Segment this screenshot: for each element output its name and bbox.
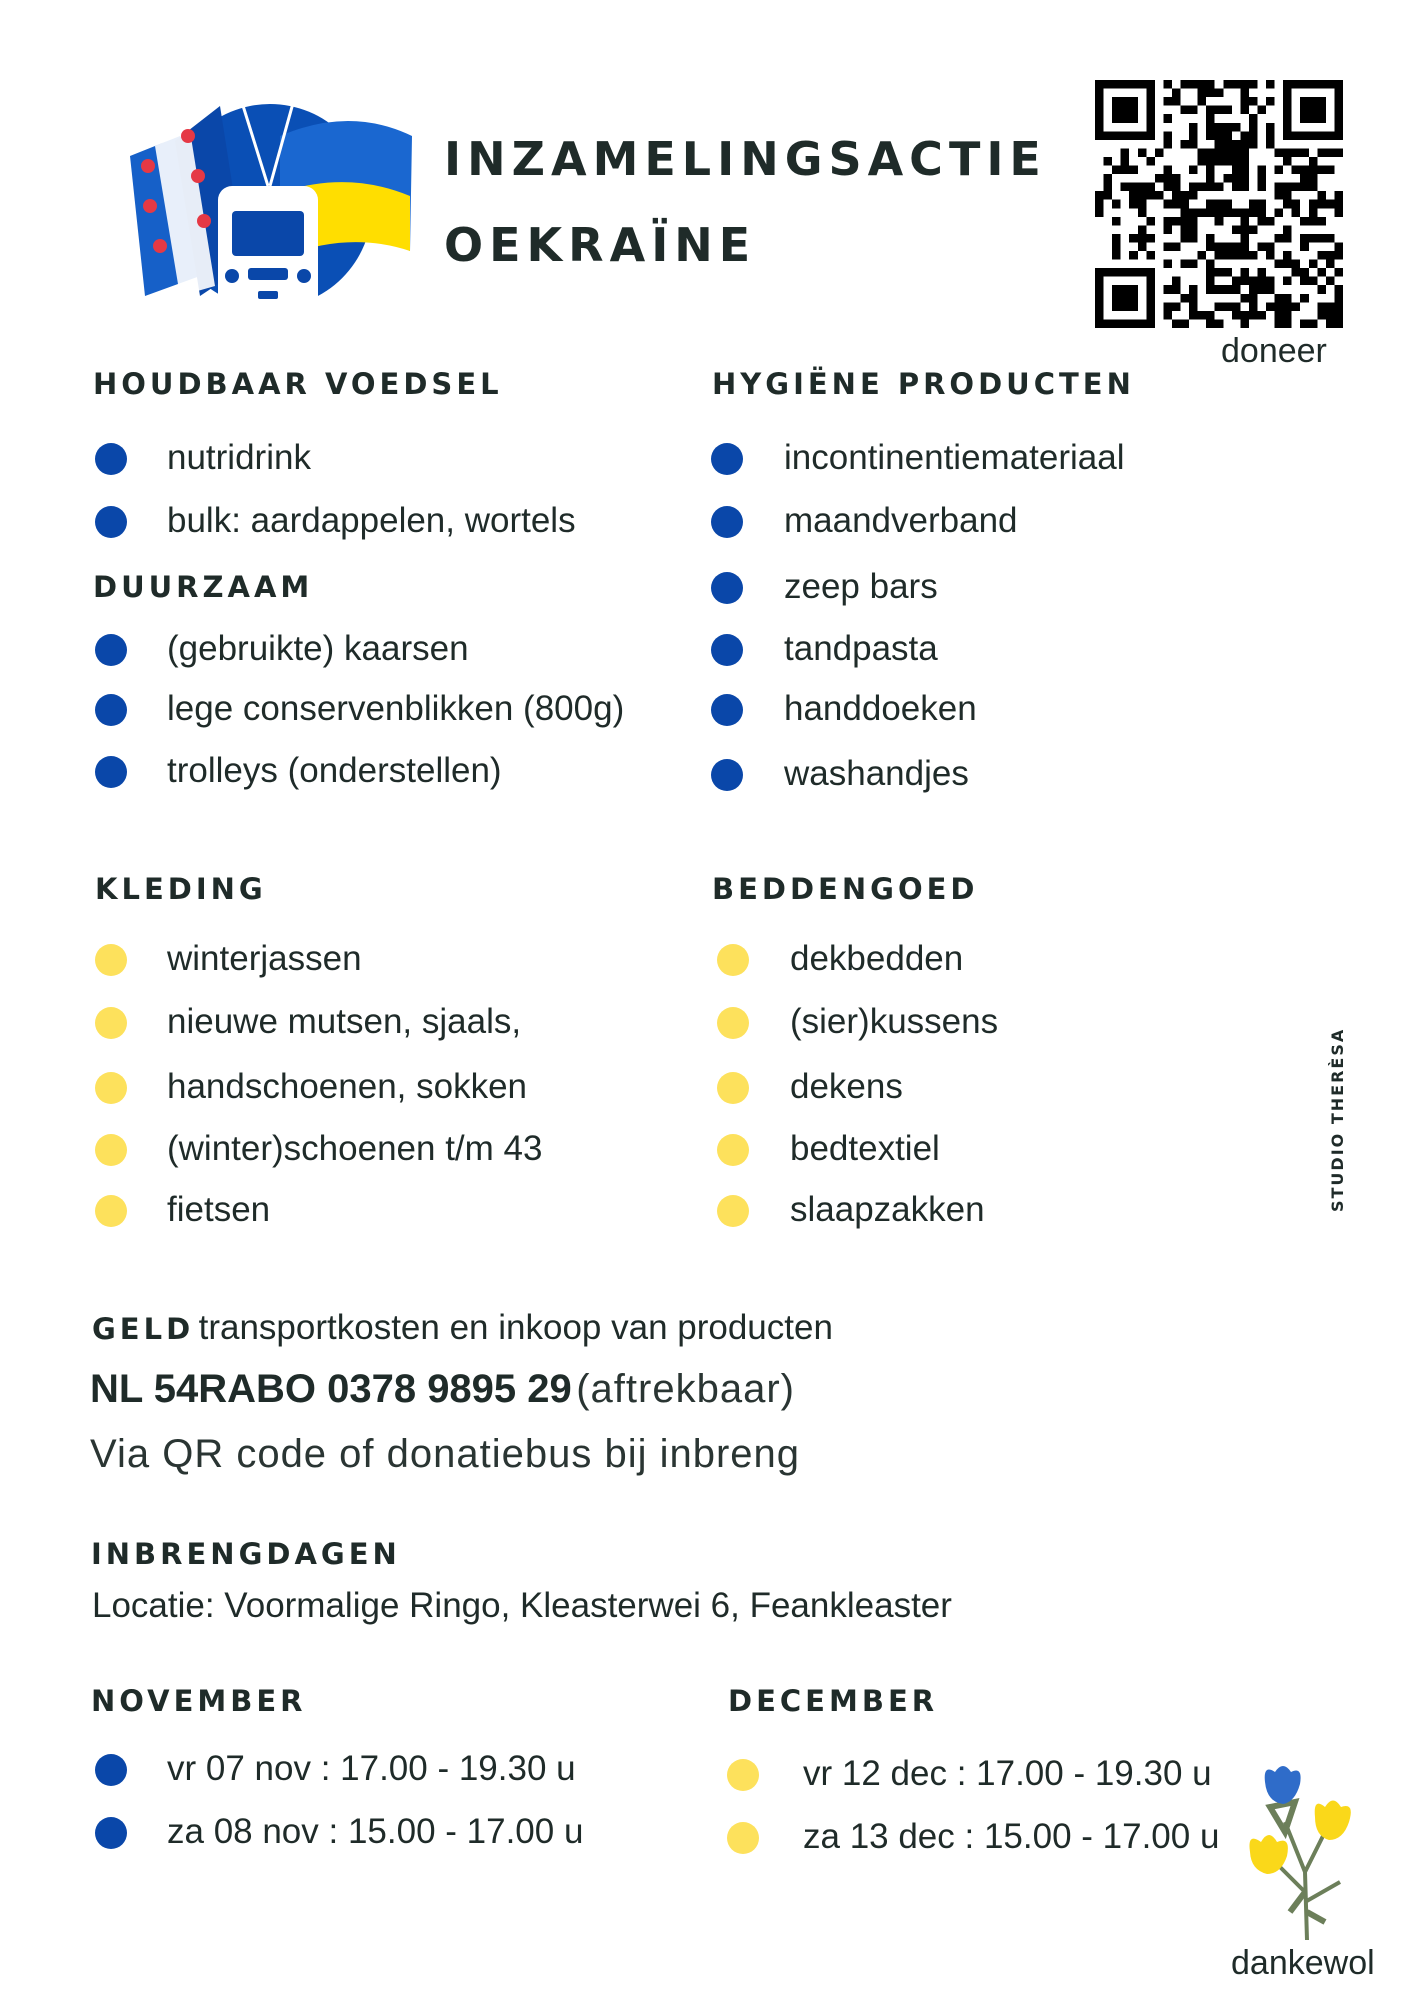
heading-december: DECEMBER xyxy=(728,1684,939,1718)
thanks-text: dankewol xyxy=(1231,1944,1375,1982)
yellow-bullet-icon xyxy=(727,1822,759,1854)
november-item: vr 07 nov : 17.00 - 19.30 u xyxy=(167,1749,576,1788)
yellow-bullet-icon xyxy=(727,1759,759,1791)
beddengoed-item: dekbedden xyxy=(790,939,964,978)
december-item: vr 12 dec : 17.00 - 19.30 u xyxy=(803,1754,1212,1793)
heading-hygiene-producten: HYGIËNE PRODUCTEN xyxy=(712,367,1135,401)
iban[interactable]: NL 54RABO 0378 9895 29 xyxy=(90,1367,572,1411)
heading-houdbaar-voedsel: HOUDBAAR VOEDSEL xyxy=(93,367,503,401)
location-text: Locatie: Voormalige Ringo, Kleasterwei 6… xyxy=(92,1586,952,1625)
blue-bullet-icon xyxy=(711,634,743,666)
duurzaam-item: (gebruikte) kaarsen xyxy=(167,629,469,668)
hygiene-item: tandpasta xyxy=(784,629,938,668)
via-text: Via QR code of donatiebus bij inbreng xyxy=(90,1432,801,1476)
yellow-bullet-icon xyxy=(95,944,127,976)
blue-bullet-icon xyxy=(95,1754,127,1786)
title-line-1: INZAMELINGSACTIE xyxy=(444,132,1047,186)
qr-label: doneer xyxy=(1221,332,1327,370)
heading-duurzaam: DUURZAAM xyxy=(93,570,314,604)
beddengoed-item: slaapzakken xyxy=(790,1190,985,1229)
blue-bullet-icon xyxy=(711,506,743,538)
hygiene-item: maandverband xyxy=(784,501,1018,540)
geld-description: transportkosten en inkoop van producten xyxy=(198,1308,833,1347)
geld-line: GELD transportkosten en inkoop van produ… xyxy=(92,1310,833,1345)
yellow-bullet-icon xyxy=(95,1195,127,1227)
yellow-bullet-icon xyxy=(717,1072,749,1104)
blue-bullet-icon xyxy=(95,443,127,475)
kleding-item: winterjassen xyxy=(167,939,362,978)
beddengoed-item: (sier)kussens xyxy=(790,1002,999,1041)
kleding-item: fietsen xyxy=(167,1190,271,1229)
heading-geld: GELD xyxy=(92,1312,195,1346)
november-item: za 08 nov : 15.00 - 17.00 u xyxy=(167,1812,584,1851)
houdbaar-item: nutridrink xyxy=(167,438,311,477)
yellow-bullet-icon xyxy=(95,1072,127,1104)
logo-truck-flags xyxy=(130,96,412,311)
yellow-bullet-icon xyxy=(717,944,749,976)
duurzaam-item: trolleys (onderstellen) xyxy=(167,751,502,790)
december-item: za 13 dec : 15.00 - 17.00 u xyxy=(803,1817,1220,1856)
blue-bullet-icon xyxy=(95,506,127,538)
blue-bullet-icon xyxy=(711,572,743,604)
kleding-item: nieuwe mutsen, sjaals, xyxy=(167,1002,522,1041)
blue-bullet-icon xyxy=(95,634,127,666)
hygiene-item: incontinentiemateriaal xyxy=(784,438,1125,477)
houdbaar-item: bulk: aardappelen, wortels xyxy=(167,501,576,540)
kleding-item: handschoenen, sokken xyxy=(167,1067,527,1106)
blue-bullet-icon xyxy=(711,694,743,726)
blue-bullet-icon xyxy=(95,756,127,788)
yellow-bullet-icon xyxy=(95,1007,127,1039)
blue-bullet-icon xyxy=(711,443,743,475)
hygiene-item: washandjes xyxy=(784,754,969,793)
blue-bullet-icon xyxy=(95,1817,127,1849)
yellow-bullet-icon xyxy=(717,1007,749,1039)
yellow-bullet-icon xyxy=(717,1134,749,1166)
blue-bullet-icon xyxy=(711,759,743,791)
heading-kleding: KLEDING xyxy=(95,872,267,906)
beddengoed-item: bedtextiel xyxy=(790,1129,940,1168)
blue-bullet-icon xyxy=(95,694,127,726)
beddengoed-item: dekens xyxy=(790,1067,903,1106)
studio-credit: STUDIO THERÈSA xyxy=(1328,1027,1347,1212)
qr-code[interactable] xyxy=(1095,80,1343,328)
flower-illustration xyxy=(1249,1766,1351,1941)
heading-inbrengdagen: INBRENGDAGEN xyxy=(91,1537,401,1571)
iban-line: NL 54RABO 0378 9895 29 (aftrekbaar) xyxy=(90,1369,795,1409)
title-line-2: OEKRAÏNE xyxy=(444,218,757,272)
iban-note: (aftrekbaar) xyxy=(576,1367,795,1411)
heading-november: NOVEMBER xyxy=(91,1684,307,1718)
yellow-bullet-icon xyxy=(717,1195,749,1227)
hygiene-item: zeep bars xyxy=(784,567,938,606)
yellow-bullet-icon xyxy=(95,1134,127,1166)
duurzaam-item: lege conservenblikken (800g) xyxy=(167,689,625,728)
kleding-item: (winter)schoenen t/m 43 xyxy=(167,1129,543,1168)
heading-beddengoed: BEDDENGOED xyxy=(712,872,979,906)
hygiene-item: handdoeken xyxy=(784,689,977,728)
